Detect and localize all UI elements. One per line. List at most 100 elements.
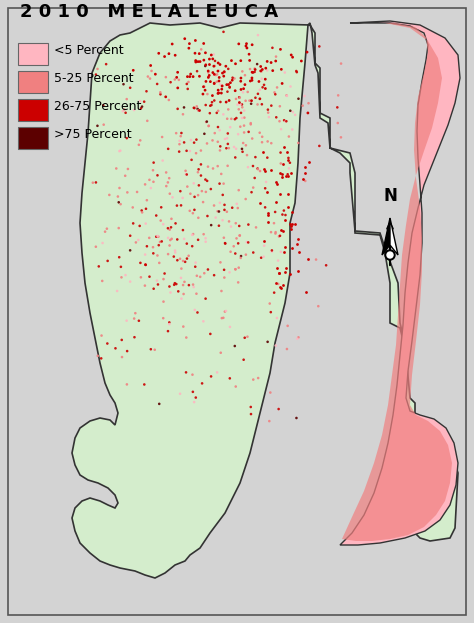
Point [232,218,239,228]
Point [337,132,345,142]
Point [230,241,237,251]
Point [248,73,256,83]
Point [136,96,144,106]
Point [152,69,159,79]
Point [124,164,132,174]
Point [213,70,221,80]
Point [209,163,217,173]
Point [170,280,178,290]
Point [260,240,268,250]
Point [219,215,227,225]
Point [257,253,265,263]
Point [275,269,283,278]
Point [207,329,214,339]
Point [183,254,191,264]
Point [189,387,197,397]
Point [150,177,157,187]
Point [155,258,163,268]
Point [214,106,222,116]
Point [158,236,165,246]
Point [223,114,231,124]
Point [213,77,220,87]
Point [226,82,233,92]
Point [215,221,223,231]
Point [267,307,274,317]
Point [156,87,164,97]
Point [129,219,137,229]
Point [176,254,184,264]
Point [252,152,259,162]
Point [219,80,226,90]
Point [210,95,218,105]
Point [222,306,230,316]
Point [217,141,224,151]
Point [166,189,173,199]
Point [222,61,229,71]
Point [202,237,210,247]
Point [165,282,173,292]
Point [142,260,149,270]
Point [215,76,223,86]
Point [217,348,225,358]
Point [272,56,280,66]
Point [249,161,257,171]
Point [204,66,212,76]
Point [193,271,201,281]
Point [225,216,233,226]
Point [248,67,256,77]
Point [245,49,253,59]
Point [289,52,296,62]
Point [247,99,255,109]
Point [130,313,138,323]
Point [182,169,190,179]
Point [306,156,313,166]
Point [225,95,233,105]
Point [264,136,272,146]
Point [231,74,238,83]
Point [264,153,271,163]
Point [181,277,188,287]
Point [283,117,290,126]
Point [188,155,195,165]
Point [206,60,213,70]
Point [312,255,320,265]
Point [189,369,196,379]
Point [196,272,204,282]
Point [185,280,193,290]
Point [115,223,122,233]
Point [268,245,276,255]
Point [178,264,185,273]
Point [205,121,212,131]
Point [295,93,302,103]
Point [294,266,301,276]
Point [237,253,245,263]
Point [171,278,179,288]
Point [155,49,163,59]
Point [180,289,187,299]
Point [183,72,191,82]
Point [264,57,271,67]
Point [155,232,162,242]
Point [277,124,285,134]
Point [216,179,223,189]
Point [190,138,198,148]
Point [161,269,168,278]
Point [123,379,131,389]
Point [239,87,247,97]
Point [247,118,255,128]
Point [231,264,239,274]
Point [235,39,243,49]
Point [197,146,205,156]
Point [210,78,218,88]
Point [164,233,172,243]
Point [98,331,105,341]
Point [117,262,125,272]
Point [267,138,275,148]
Point [202,60,210,70]
Point [168,234,175,244]
Point [210,270,218,280]
Point [103,224,110,234]
Point [210,69,218,79]
Point [215,206,223,216]
Point [197,159,205,169]
